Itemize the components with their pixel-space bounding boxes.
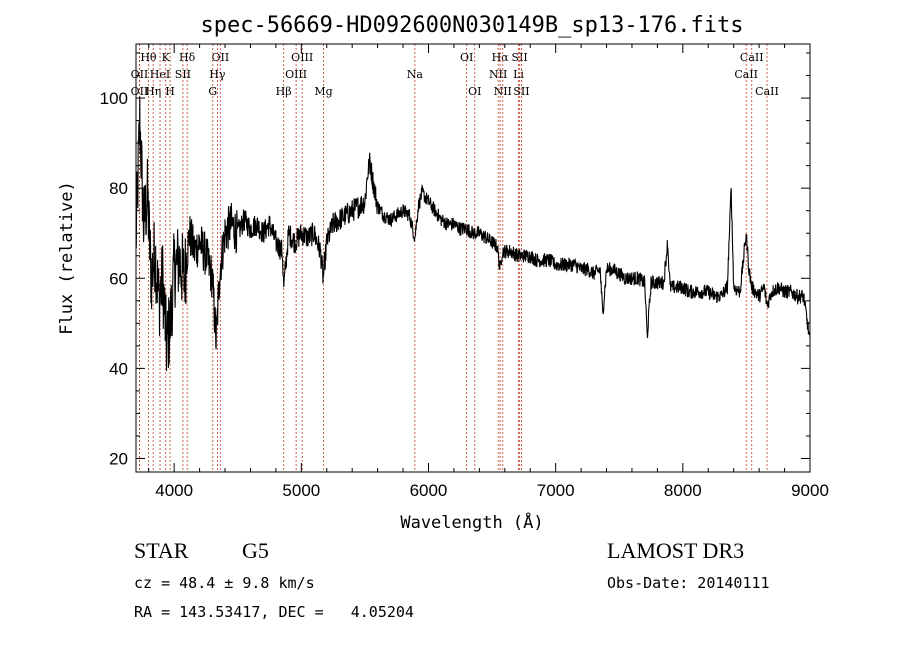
spectral-line-label: OI bbox=[460, 51, 473, 64]
spectral-line-label: SII bbox=[512, 51, 528, 64]
spectral-line-label: CaII bbox=[734, 68, 758, 81]
obs-date: Obs-Date: 20140111 bbox=[607, 574, 770, 592]
spectral-line-label: G bbox=[208, 85, 217, 98]
y-axis-label: Flux (relative) bbox=[57, 181, 77, 335]
spectral-line-label: OII bbox=[131, 85, 149, 98]
x-axis: 4000 5000 6000 7000 8000 9000 bbox=[148, 44, 829, 500]
y-tick-label: 80 bbox=[109, 179, 128, 198]
x-tick-label: 5000 bbox=[282, 481, 320, 500]
spectral-line-label: Hα bbox=[492, 51, 510, 64]
spectral-line-label: SII bbox=[175, 68, 191, 81]
survey-name: LAMOST DR3 bbox=[607, 538, 745, 563]
spectral-line-label: CaII bbox=[755, 85, 779, 98]
y-axis: 20 40 60 80 100 bbox=[100, 52, 810, 468]
spectral-line-label: CaII bbox=[740, 51, 764, 64]
spectral-line-label: NII bbox=[494, 85, 512, 98]
y-tick-label: 60 bbox=[109, 269, 128, 288]
spectrum-line bbox=[135, 96, 811, 372]
plot-frame bbox=[135, 43, 811, 473]
spectral-line-label: Hβ bbox=[276, 85, 292, 98]
spectral-line-label: Mg bbox=[314, 85, 332, 98]
chart-title: spec-56669-HD092600N030149B_sp13-176.fit… bbox=[200, 13, 743, 38]
spectral-line-label: Hγ bbox=[209, 68, 226, 81]
y-tick-label: 100 bbox=[100, 89, 128, 108]
spectral-line-label: OII bbox=[131, 68, 149, 81]
spectral-line-label: Hδ bbox=[179, 51, 196, 64]
coordinates: RA = 143.53417, DEC = 4.05204 bbox=[134, 603, 414, 621]
spectral-line-label: Hθ bbox=[140, 51, 157, 64]
spectral-line-label: NII bbox=[489, 68, 507, 81]
plot-area bbox=[135, 96, 811, 372]
x-axis-label: Wavelength (Å) bbox=[400, 511, 543, 533]
object-class: STAR bbox=[134, 538, 189, 563]
y-tick-label: 40 bbox=[109, 359, 128, 378]
x-tick-label: 6000 bbox=[410, 481, 448, 500]
spectral-line-label: OIII bbox=[291, 51, 313, 64]
spectral-line-label: Li bbox=[513, 68, 524, 81]
spectral-line-label: Na bbox=[407, 68, 424, 81]
spectral-line-label: SII bbox=[513, 85, 529, 98]
x-tick-label: 7000 bbox=[537, 481, 575, 500]
spectral-line-label: HeI bbox=[150, 68, 170, 81]
y-tick-label: 20 bbox=[109, 449, 128, 468]
x-tick-label: 4000 bbox=[155, 481, 193, 500]
x-tick-label: 8000 bbox=[664, 481, 702, 500]
x-tick-label: 9000 bbox=[791, 481, 829, 500]
redshift-readout: cz = 48.4 ± 9.8 km/s bbox=[134, 574, 315, 592]
subclass: G5 bbox=[242, 538, 269, 563]
spectral-line-label: OII bbox=[211, 51, 229, 64]
spectral-line-label: Hη bbox=[145, 85, 161, 98]
spectral-line-label: H bbox=[165, 85, 175, 98]
spectral-line-label: OIII bbox=[285, 68, 307, 81]
spectral-line-label: K bbox=[162, 51, 171, 64]
spectral-line-label: OI bbox=[468, 85, 481, 98]
